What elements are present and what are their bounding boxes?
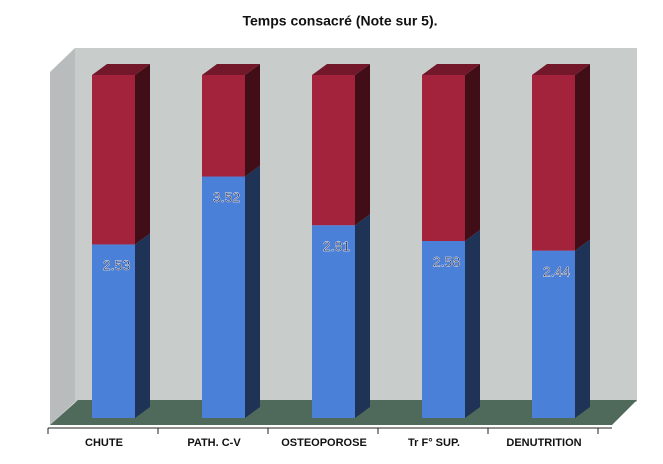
value-label: 3.52 [213,189,240,205]
value-label: 2.81 [323,238,350,254]
bar-segment [532,250,575,418]
bar-top [312,64,370,75]
value-label: 2.53 [103,257,130,273]
x-tick-label: DENUTRITION [506,437,581,449]
x-tick-label: Tr F° SUP. [408,437,460,449]
bar-side [465,64,480,242]
value-label: 2.44 [543,263,570,279]
bar-segment [422,241,465,418]
bar-side [575,64,590,251]
x-tick-label: OSTEOPOROSE [281,437,367,449]
bar-side [245,165,260,418]
bar-side [575,239,590,418]
bar-side [355,214,370,418]
value-label: 2.58 [433,254,460,270]
x-tick-label: CHUTE [85,437,123,449]
bar-side [465,230,480,418]
bar-side [135,64,150,245]
x-tick-label: PATH. C-V [187,437,241,449]
bar-side [355,64,370,226]
bar-top [92,64,150,75]
chart-title: Temps consacré (Note sur 5). [242,13,437,29]
bar-segment [422,75,465,242]
left-wall [50,48,75,425]
bar-side [245,64,260,177]
bar-segment [92,75,135,245]
bar-segment [312,75,355,226]
bar-segment [92,244,135,418]
bar-top [422,64,480,75]
bar-segment [532,75,575,251]
bar-top [202,64,260,75]
bar-top [532,64,590,75]
bar-segment [202,176,245,418]
bar-segment [202,75,245,177]
bar-segment [312,225,355,418]
bar-side [135,233,150,418]
